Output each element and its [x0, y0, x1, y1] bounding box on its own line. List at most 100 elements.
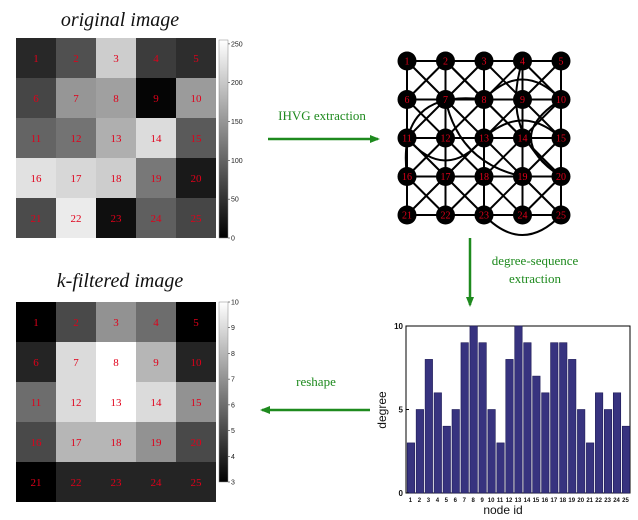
pixel-label: 24	[151, 213, 163, 225]
graph-node-label: 21	[402, 211, 412, 222]
colorbar-tick-label: 3	[231, 480, 235, 487]
filtered-image-title: k-filtered image	[57, 270, 184, 292]
pixel-cell	[16, 118, 56, 158]
graph-node-label: 4	[520, 57, 525, 68]
graph-node	[436, 128, 455, 148]
pixel-cell	[136, 118, 176, 158]
x-tick-label: 25	[622, 498, 629, 504]
degree-bar	[523, 342, 532, 494]
pixel-label: 18	[111, 173, 123, 185]
degree-bar	[568, 359, 577, 494]
pixel-label: 12	[71, 397, 82, 409]
graph-node-label: 1	[405, 57, 410, 68]
x-tick-label: 2	[418, 498, 422, 504]
original-image-title: original image	[61, 9, 179, 31]
graph-node-label: 22	[441, 211, 451, 222]
graph-node	[397, 167, 417, 186]
degree-bar	[478, 342, 487, 494]
degree-bar	[460, 342, 469, 494]
graph-node-label: 18	[479, 172, 489, 183]
degree-bar	[577, 409, 586, 494]
pixel-cell	[136, 158, 176, 198]
graph-node-label: 13	[479, 134, 489, 145]
pixel-label: 1	[33, 53, 39, 65]
degree-bar	[514, 325, 523, 494]
pixel-label: 11	[31, 397, 42, 409]
degree-bar	[595, 392, 604, 494]
pixel-cell	[136, 342, 176, 382]
graph-node-label: 14	[518, 134, 528, 145]
y-axis-label: degree	[375, 391, 389, 429]
pixel-label: 11	[31, 133, 42, 145]
colorbar-tick-label: 100	[231, 158, 243, 165]
colorbar-tick-label: 250	[231, 41, 243, 48]
pixel-cell	[56, 78, 96, 118]
graph-edge-curved	[406, 137, 485, 162]
degree-bar	[469, 325, 478, 494]
colorbar-tick-label: 5	[231, 428, 235, 435]
pixel-cell	[16, 158, 56, 198]
pixel-label: 5	[193, 317, 199, 329]
x-tick-label: 7	[463, 498, 467, 504]
pixel-label: 4	[153, 317, 159, 329]
x-tick-label: 21	[586, 498, 593, 504]
graph-node	[474, 128, 494, 148]
degree-bar	[487, 409, 496, 494]
pixel-label: 7	[73, 357, 79, 369]
graph-node	[436, 51, 455, 71]
degree-bar	[604, 409, 613, 494]
degree-sequence-label: degree-sequence	[492, 253, 579, 268]
degree-bar	[415, 409, 424, 494]
pixel-cell	[16, 342, 56, 382]
graph-node	[397, 128, 417, 148]
degree-bar	[496, 442, 505, 494]
graph-node-label: 16	[402, 172, 412, 183]
filtered-image-colorbar: 10 9 8 7 6 5 4 3	[218, 300, 239, 487]
graph-node-label: 9	[520, 95, 525, 106]
x-tick-label: 24	[613, 498, 620, 504]
pixel-cell	[176, 422, 216, 462]
colorbar-tick-label: 10	[231, 300, 239, 307]
pixel-label: 2	[73, 53, 79, 65]
graph-edge-curved	[483, 119, 562, 139]
pixel-label: 10	[191, 93, 203, 105]
pixel-cell	[56, 38, 96, 78]
colorbar-tick-label: 150	[231, 119, 243, 126]
pixel-label: 2	[73, 317, 79, 329]
graph-edge-curved	[515, 60, 562, 178]
pixel-cell	[96, 382, 136, 422]
y-tick-label: 0	[399, 489, 404, 498]
graph-node-label: 7	[443, 95, 448, 106]
x-tick-label: 17	[550, 498, 557, 504]
graph-node	[513, 128, 532, 148]
pixel-label: 5	[193, 53, 199, 65]
graph-node	[513, 167, 532, 186]
pixel-label: 16	[31, 173, 43, 185]
degree-bar	[612, 392, 622, 494]
graph-node	[436, 90, 455, 109]
degree-bar	[442, 425, 451, 494]
pixel-label: 18	[111, 437, 123, 449]
graph-node	[474, 205, 494, 225]
graph-node	[397, 90, 417, 109]
pixel-cell	[96, 198, 136, 238]
pixel-cell	[176, 382, 216, 422]
graph-node-label: 15	[556, 134, 566, 145]
reshape-arrow: reshape	[260, 374, 370, 414]
graph-edge-curved	[404, 97, 485, 177]
pixel-cell	[96, 342, 136, 382]
pixel-cell	[56, 302, 96, 342]
colorbar-gradient	[218, 301, 229, 483]
pixel-cell	[56, 382, 96, 422]
x-tick-label: 5	[445, 498, 449, 504]
pixel-label: 7	[73, 93, 79, 105]
degree-bar	[451, 409, 460, 494]
pixel-label: 25	[191, 477, 203, 489]
pixel-cell	[136, 78, 176, 118]
pixel-label: 22	[71, 477, 82, 489]
graph-node-label: 6	[405, 95, 410, 106]
graph-node	[474, 90, 494, 109]
pixel-cell	[176, 38, 216, 78]
colorbar-tick-label: 200	[231, 80, 243, 87]
reshape-label: reshape	[296, 374, 336, 389]
